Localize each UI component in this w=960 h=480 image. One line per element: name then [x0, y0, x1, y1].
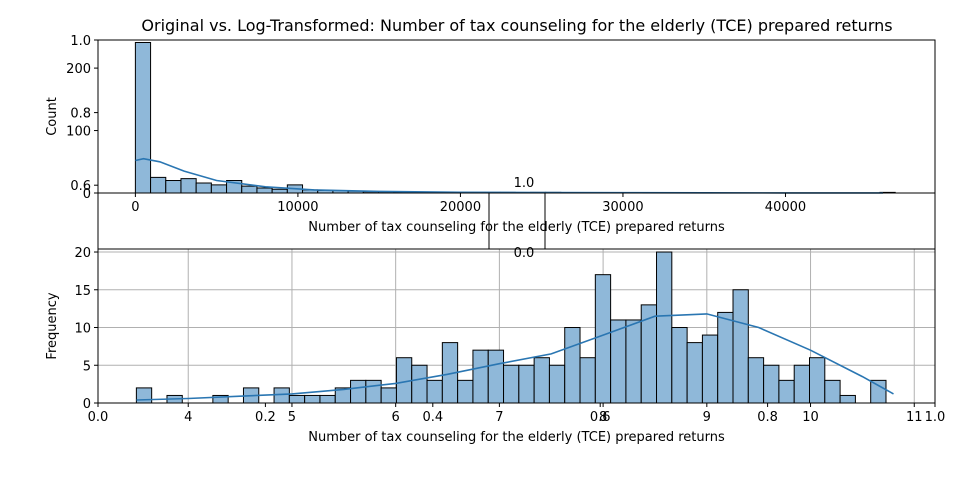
histogram-bar [839, 394, 856, 404]
histogram-bar [271, 188, 288, 194]
histogram-bar [487, 349, 505, 404]
chart-title: Original vs. Log-Transformed: Number of … [141, 16, 892, 35]
histogram-bar [686, 342, 703, 404]
y-tick-label: 0 [83, 397, 91, 412]
histogram-bar [656, 251, 673, 404]
overlay-x-tick-label: 0.2 [255, 410, 276, 425]
histogram-bar [533, 357, 550, 404]
y-tick-label: 100 [66, 125, 91, 140]
y-tick-label: 15 [74, 284, 91, 299]
histogram-bar [426, 379, 443, 404]
histogram-bar [472, 349, 489, 404]
histogram-bar [548, 364, 566, 404]
overlay-x-tick-label: 0.0 [88, 410, 109, 425]
overlay-x-tick-label: 0.8 [757, 410, 778, 425]
histogram-bar [150, 176, 167, 194]
histogram-bar [610, 319, 627, 404]
histogram-bar [793, 364, 811, 404]
x-tick-label: 10000 [277, 200, 318, 215]
top-panel: 0 10000 20000 30000 40000 0 100 200 Number of ta… [45, 39, 936, 235]
histogram-bar [256, 187, 273, 194]
inset-y-tick-label: 1.0 [514, 176, 535, 191]
histogram-bar [165, 180, 182, 194]
histogram-bar [365, 379, 382, 404]
x-tick-label: 30000 [602, 200, 643, 215]
histogram-bar [579, 357, 596, 404]
x-tick-label: 9 [703, 410, 711, 425]
x-tick-label: 6 [392, 410, 400, 425]
x-tick-label: 4 [184, 410, 192, 425]
inset-frame [488, 192, 546, 250]
x-tick-label: 5 [288, 410, 296, 425]
histogram-bar [411, 364, 428, 404]
x-axis-label: Number of tax counseling for the elderly… [308, 220, 725, 235]
inset-x-tick-label: 0.0 [514, 246, 535, 261]
axes-frame [97, 39, 936, 194]
histogram-bar [273, 387, 290, 404]
y-tick-label: 20 [74, 246, 91, 261]
x-tick-label: 8 [599, 410, 607, 425]
histogram-bar [134, 41, 152, 194]
histogram-bar [763, 364, 780, 404]
overlay-y-tick-label: 0.8 [70, 107, 91, 122]
histogram-bar [319, 394, 336, 404]
x-tick-label: 10 [802, 410, 819, 425]
y-tick-label: 10 [74, 322, 91, 337]
histogram-bar [671, 327, 688, 404]
histogram-bar [824, 379, 841, 404]
inset-axes: 0.0 1.0 [488, 176, 546, 261]
x-tick-label: 40000 [765, 200, 806, 215]
y-tick-label: 200 [66, 62, 91, 77]
overlay-y-tick-label: 1.0 [70, 34, 91, 49]
histogram-bar [701, 334, 719, 404]
histogram-bar [870, 379, 887, 404]
histogram-bar [809, 357, 826, 404]
x-tick-label: 0 [131, 200, 139, 215]
y-tick-label: 0 [83, 187, 91, 202]
histogram-bar [304, 394, 321, 404]
x-tick-label: 20000 [440, 200, 481, 215]
overlay-x-tick-label: 0.6 [590, 410, 611, 425]
overlay-x-tick-label: 1.0 [925, 410, 946, 425]
histogram-bar [717, 311, 734, 404]
histogram-bar [503, 364, 520, 404]
y-axis-label: Count [45, 97, 60, 136]
overlay-y-tick-label: 0.6 [70, 179, 91, 194]
histogram-bar [195, 182, 212, 194]
histogram-bar [241, 185, 258, 194]
histogram-bar [135, 387, 153, 404]
x-tick-label: 11 [906, 410, 923, 425]
histogram-bar [747, 357, 765, 404]
overlay-x-tick-label: 0.4 [422, 410, 443, 425]
histogram-bar [457, 379, 474, 404]
histogram-bar [732, 289, 749, 404]
histogram-bar [594, 274, 612, 404]
histogram-bar [380, 387, 397, 404]
y-tick-label: 5 [83, 359, 91, 374]
histogram-bar [625, 319, 642, 404]
x-tick-label: 7 [495, 410, 503, 425]
x-axis-label: Number of tax counseling for the elderly… [308, 430, 725, 445]
histogram-bar [210, 184, 228, 194]
bottom-panel: 4 5 6 7 8 9 10 11 0 5 10 15 20 Number of tax counseli… [45, 246, 936, 445]
histogram-bar [350, 379, 367, 404]
histogram-bar [288, 394, 306, 404]
histogram-bar [778, 379, 795, 404]
y-axis-label: Frequency [45, 292, 60, 359]
histogram-bar [518, 364, 535, 404]
histogram-bar [564, 327, 581, 404]
histogram-bar [180, 178, 197, 194]
kde-line [136, 313, 894, 401]
